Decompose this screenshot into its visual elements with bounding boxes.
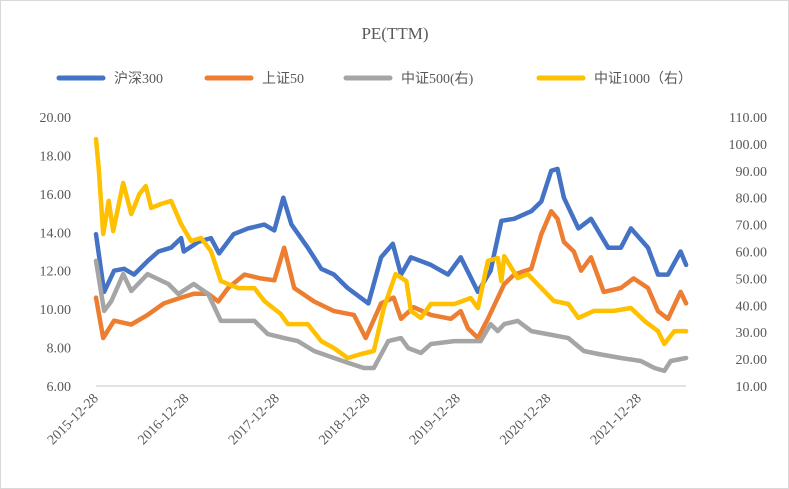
legend: 沪深300 上证50 中证500(右) 中证1000（右） <box>56 71 692 87</box>
plot-area <box>93 136 689 374</box>
right-y-tick-label: 100.00 <box>729 138 768 153</box>
right-y-tick-label: 50.00 <box>736 272 768 287</box>
right-y-tick-label: 40.00 <box>736 299 768 314</box>
right-y-tick-label: 80.00 <box>736 192 768 207</box>
left-y-axis: 20.00 18.00 16.00 14.00 12.00 10.00 8.00 6.00 <box>40 111 72 395</box>
left-y-tick-label: 8.00 <box>47 342 72 357</box>
x-tick-label: 2020-12-28 <box>498 391 555 448</box>
chart-title: PE(TTM) <box>361 24 428 43</box>
x-axis: 2015-12-28 2016-12-28 2017-12-28 2018-12-28… <box>45 391 645 448</box>
right-y-tick-label: 10.00 <box>736 380 768 395</box>
x-tick-label: 2017-12-28 <box>226 391 283 448</box>
left-y-tick-label: 14.00 <box>40 226 72 241</box>
x-tick-label: 2021-12-28 <box>588 391 645 448</box>
right-y-tick-label: 20.00 <box>736 353 768 368</box>
x-tick-label: 2019-12-28 <box>407 391 464 448</box>
x-tick-label: 2018-12-28 <box>317 391 374 448</box>
right-y-tick-label: 90.00 <box>736 165 768 180</box>
left-y-tick-label: 6.00 <box>47 380 72 395</box>
legend-label: 中证1000（右） <box>594 71 692 87</box>
right-y-tick-label: 60.00 <box>736 246 768 261</box>
left-y-tick-label: 12.00 <box>40 265 72 280</box>
x-tick-label: 2016-12-28 <box>136 391 193 448</box>
right-y-tick-label: 110.00 <box>729 111 767 126</box>
right-y-tick-label: 30.00 <box>736 326 768 341</box>
series-line-2 <box>93 258 689 374</box>
series-line-3 <box>93 136 689 361</box>
left-y-tick-label: 16.00 <box>40 188 72 203</box>
series-line-0 <box>93 166 689 306</box>
left-y-tick-label: 10.00 <box>40 303 72 318</box>
legend-label: 上证50 <box>262 71 304 87</box>
legend-label: 中证500(右) <box>401 71 474 87</box>
left-y-tick-label: 18.00 <box>40 149 72 164</box>
left-y-tick-label: 20.00 <box>40 111 72 126</box>
legend-label: 沪深300 <box>114 71 163 87</box>
right-y-axis: 110.00 100.00 90.00 80.00 70.00 60.00 50.00 40.… <box>729 111 768 395</box>
x-tick-label: 2015-12-28 <box>45 391 102 448</box>
right-y-tick-label: 70.00 <box>736 219 768 234</box>
